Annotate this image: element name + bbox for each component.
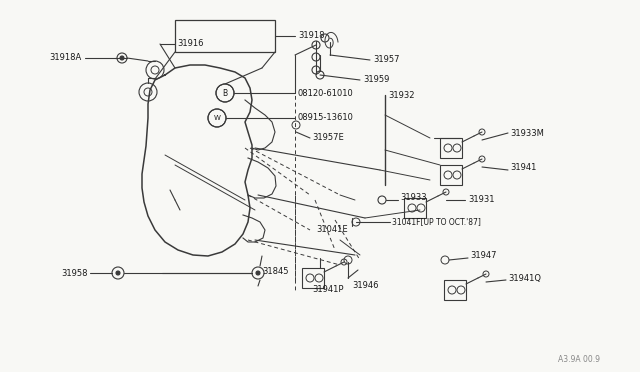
Text: 31958: 31958	[61, 269, 88, 278]
Text: 31946: 31946	[352, 280, 378, 289]
Text: 31941: 31941	[510, 164, 536, 173]
Text: 31941Q: 31941Q	[508, 273, 541, 282]
Bar	[404, 198, 426, 218]
Text: 08915-13610: 08915-13610	[298, 113, 354, 122]
Circle shape	[256, 271, 260, 275]
Bar	[440, 165, 462, 185]
Bar	[175, 20, 275, 52]
Text: 31933: 31933	[400, 192, 427, 202]
Text: 31959: 31959	[363, 76, 389, 84]
Text: 31041E: 31041E	[316, 225, 348, 234]
Text: 31916: 31916	[177, 39, 204, 48]
Circle shape	[208, 109, 226, 127]
Bar	[444, 280, 466, 300]
Text: 31931: 31931	[468, 196, 495, 205]
Text: 31918: 31918	[298, 32, 324, 41]
Text: 31918A: 31918A	[50, 54, 82, 62]
Text: 31947: 31947	[470, 250, 497, 260]
Bar	[440, 138, 462, 158]
Text: W: W	[214, 115, 220, 121]
Text: 31933M: 31933M	[510, 128, 544, 138]
Text: 31932: 31932	[388, 90, 415, 99]
Text: 08120-61010: 08120-61010	[298, 89, 354, 97]
Circle shape	[216, 84, 234, 102]
Text: 31041F[UP TO OCT.'87]: 31041F[UP TO OCT.'87]	[392, 218, 481, 227]
Circle shape	[116, 271, 120, 275]
Circle shape	[120, 56, 124, 60]
Bar	[302, 268, 324, 288]
Text: 31957: 31957	[373, 55, 399, 64]
Text: 31957E: 31957E	[312, 134, 344, 142]
Text: A3.9A 00.9: A3.9A 00.9	[558, 355, 600, 364]
Text: 31941P: 31941P	[312, 285, 344, 295]
Text: 31845: 31845	[262, 266, 289, 276]
Text: B: B	[223, 89, 228, 97]
